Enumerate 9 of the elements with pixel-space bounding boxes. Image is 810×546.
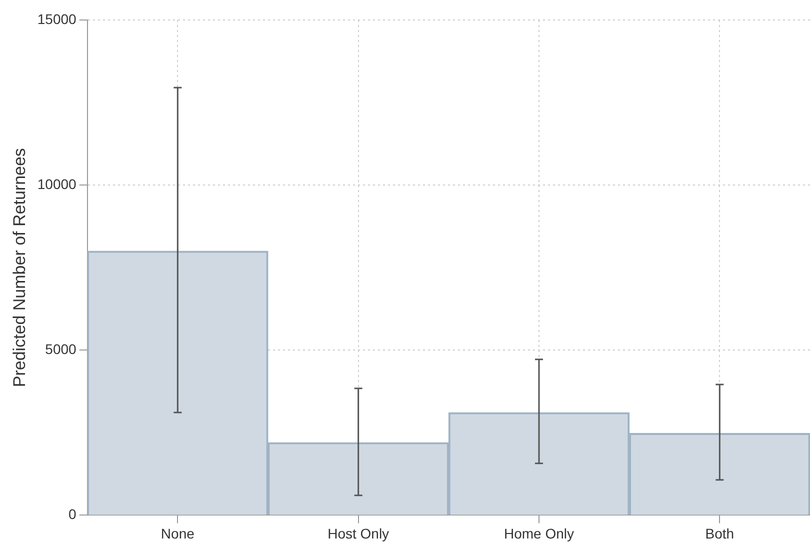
y-axis-title: Predicted Number of Returnees bbox=[10, 148, 29, 388]
y-tick-label: 10000 bbox=[37, 176, 77, 192]
x-tick-label: None bbox=[160, 525, 195, 542]
x-tick-label: Home Only bbox=[504, 525, 574, 542]
y-tick-label: 0 bbox=[68, 506, 77, 522]
x-tick-label: Both bbox=[705, 525, 734, 542]
y-tick-label: 15000 bbox=[37, 10, 77, 27]
y-tick-label: 5000 bbox=[45, 340, 77, 357]
x-tick-label: Host Only bbox=[328, 525, 390, 542]
